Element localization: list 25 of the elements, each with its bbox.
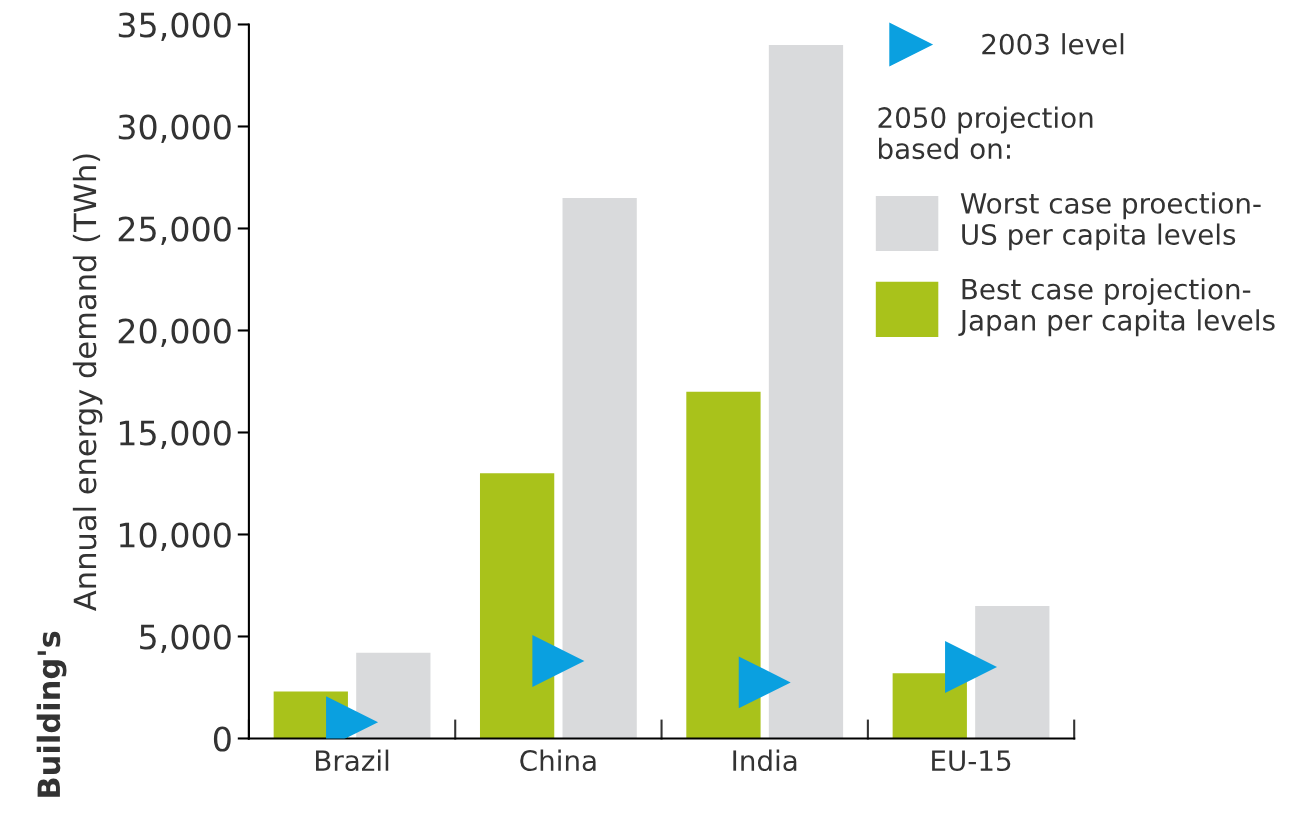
y-tick-label: 0: [213, 726, 231, 752]
bar: [686, 391, 761, 739]
y-tick-label: 25,000: [118, 216, 231, 246]
bar: [479, 473, 555, 739]
bar: [892, 673, 967, 739]
bar: [768, 44, 844, 739]
bar: [562, 197, 637, 739]
y-tick-label: 20,000: [118, 318, 231, 348]
legend-label: Worst case proection- US per capita levels: [960, 192, 1261, 251]
y-tick-label: 5,000: [140, 624, 231, 654]
y-tick-label: 15,000: [119, 420, 231, 450]
x-tick-label: EU-15: [932, 750, 1011, 772]
y-tick-label: 30,000: [118, 114, 231, 144]
x-tick-label: China: [520, 749, 596, 772]
x-tick-label: India: [733, 749, 797, 772]
legend-title: 2050 projection based on:: [878, 106, 1093, 160]
y-tick-label: 10,000: [119, 522, 231, 552]
bar: [975, 605, 1050, 739]
x-tick-label: Brazil: [316, 749, 389, 772]
y-axis-title: Annual energy demand (TWh): [72, 154, 103, 611]
legend-label: Best case projection- Japan per capita levels: [958, 278, 1275, 337]
y-tick-label: 35,000: [118, 12, 231, 42]
bar: [356, 652, 431, 739]
legend-label: 2003 level: [982, 33, 1124, 55]
text: Building's: [36, 631, 67, 797]
